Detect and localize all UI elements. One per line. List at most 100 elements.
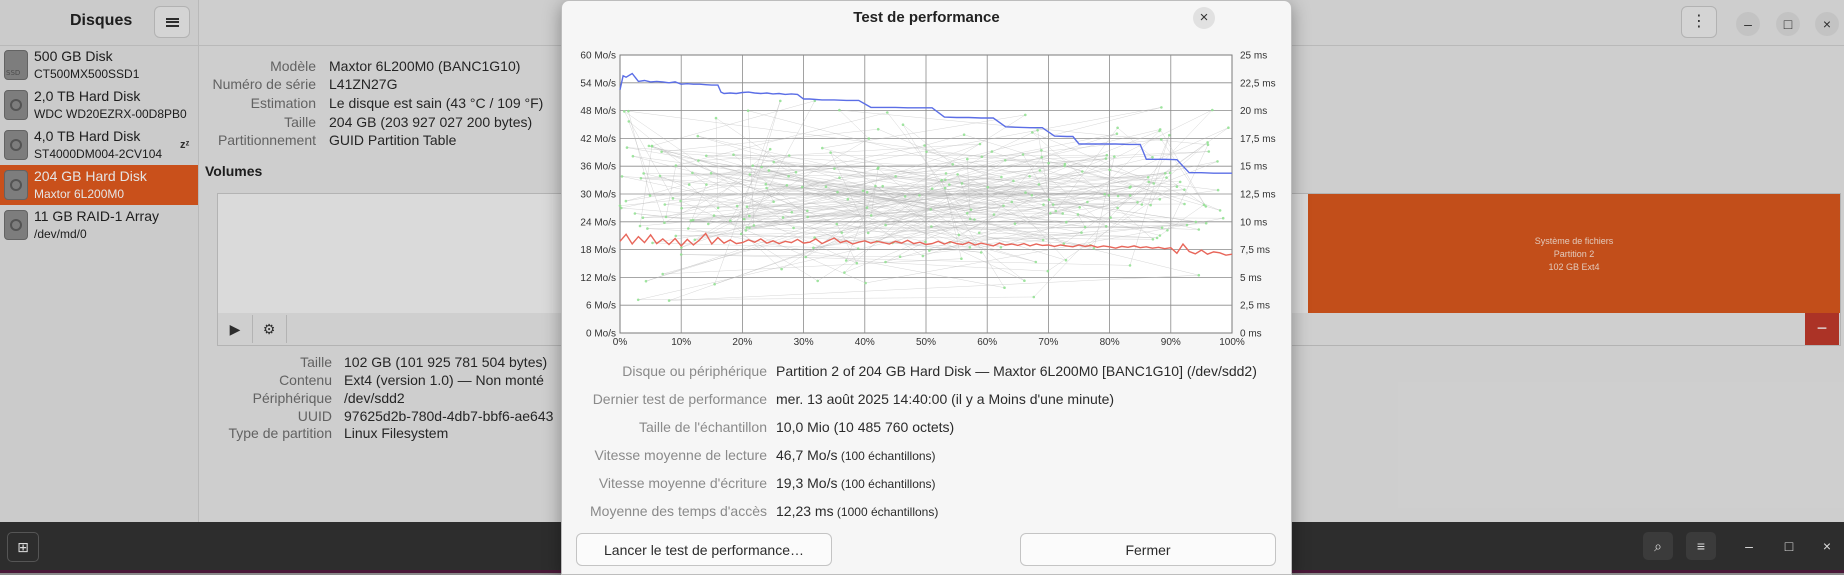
y-left-tick-label: 36 Mo/s xyxy=(580,162,616,173)
raid-icon xyxy=(4,210,28,240)
access-time-point xyxy=(968,246,972,249)
access-time-point xyxy=(864,281,867,285)
access-time-point xyxy=(651,241,654,245)
access-time-point xyxy=(794,170,798,174)
disk-model: Maxtor 6L200M0 xyxy=(34,187,125,201)
search-button[interactable]: ⌕ xyxy=(1643,532,1673,560)
dialog-title: Test de performance xyxy=(853,9,1000,26)
access-time-point xyxy=(748,226,751,229)
disk-model: ST4000DM004-2CV104 xyxy=(34,147,163,161)
dialog-close-button[interactable]: × xyxy=(1193,7,1215,29)
model-label: Modèle xyxy=(270,58,316,74)
access-time-point xyxy=(1065,220,1068,224)
access-time-point xyxy=(986,185,990,189)
access-time-point xyxy=(1010,200,1014,204)
access-time-point xyxy=(745,205,749,208)
minimize-button[interactable]: – xyxy=(1736,12,1760,36)
access-time-point xyxy=(992,213,996,216)
maximize-button[interactable]: □ xyxy=(1776,12,1800,36)
access-time-point xyxy=(855,261,859,265)
gear-icon: ⚙ xyxy=(262,320,276,337)
y-left-tick-label: 30 Mo/s xyxy=(580,190,616,201)
access-time-point xyxy=(806,215,809,219)
kebab-icon: ⋮ xyxy=(1691,13,1707,30)
access-time-point xyxy=(646,227,649,230)
volume-partition-2[interactable]: Système de fichiers Partition 2 102 GB E… xyxy=(1308,194,1840,314)
access-time-point xyxy=(748,173,752,176)
access-time-point xyxy=(1206,141,1209,144)
access-time-point xyxy=(812,246,815,250)
access-time-point xyxy=(840,231,844,234)
y-right-tick-label: 7,5 ms xyxy=(1240,245,1270,256)
avg-read-value: 46,7 Mo/s (100 échantillons) xyxy=(776,447,936,463)
access-time-point xyxy=(618,204,622,207)
close-window-button[interactable]: × xyxy=(1815,12,1839,36)
delete-partition-button[interactable]: − xyxy=(1805,313,1839,345)
access-time-point xyxy=(925,150,928,154)
disk-item-4tb[interactable]: 4,0 TB Hard Disk ST4000DM004-2CV104 zᶻ xyxy=(0,125,198,165)
access-time-point xyxy=(1003,159,1007,162)
access-time-point xyxy=(623,110,626,113)
access-time-point xyxy=(1185,223,1189,227)
main-menu-button[interactable] xyxy=(154,6,190,38)
access-time-point xyxy=(785,184,789,187)
access-time-point xyxy=(772,160,775,164)
access-time-point xyxy=(1051,203,1055,206)
access-time-point xyxy=(638,224,642,228)
close-window-button[interactable]: × xyxy=(1822,538,1832,554)
disk-item-2tb[interactable]: 2,0 TB Hard Disk WDC WD20EZRX-00D8PB0 xyxy=(0,85,198,125)
disk-item-500gb[interactable]: SSD 500 GB Disk CT500MX500SSD1 xyxy=(0,45,198,85)
access-time-point xyxy=(639,177,643,180)
access-time-point xyxy=(1028,175,1031,178)
access-time-point xyxy=(1146,176,1150,179)
minimize-button[interactable]: – xyxy=(1745,538,1753,554)
y-left-tick-label: 60 Mo/s xyxy=(580,51,616,62)
access-time-point xyxy=(1194,220,1198,224)
access-time-point xyxy=(680,246,683,249)
access-time-point xyxy=(780,267,783,271)
device-value: Partition 2 of 204 GB Hard Disk — Maxtor… xyxy=(776,363,1257,379)
disk-item-raid[interactable]: 11 GB RAID-1 Array /dev/md/0 xyxy=(0,205,198,245)
access-time-point xyxy=(1204,221,1208,225)
access-time-point xyxy=(1049,212,1052,215)
access-time-point xyxy=(1164,172,1167,175)
access-time-point xyxy=(1036,128,1039,132)
avg-write-label: Vitesse moyenne d'écriture xyxy=(598,475,767,491)
y-left-tick-label: 12 Mo/s xyxy=(580,273,616,284)
disk-item-204gb[interactable]: 204 GB Hard Disk Maxtor 6L200M0 xyxy=(0,165,198,205)
close-dialog-button[interactable]: Fermer xyxy=(1020,533,1276,566)
last-benchmark-value: mer. 13 août 2025 14:40:00 (il y a Moins… xyxy=(776,391,1114,407)
access-time-point xyxy=(660,150,663,153)
speed-series xyxy=(619,72,1233,256)
axis-ticks: 0% 10% 20% 30% 40% 50% 60% 70% 80% 90% 100% 60 Mo/s… xyxy=(580,51,1275,349)
partition-options-button[interactable]: ⚙ xyxy=(252,315,287,343)
y-right-tick-label: 22,5 ms xyxy=(1240,78,1276,89)
access-time-point xyxy=(705,154,708,158)
access-time-point xyxy=(901,123,905,126)
menu-button[interactable]: ≡ xyxy=(1686,532,1716,560)
new-tab-button[interactable]: ⊞ xyxy=(7,532,39,562)
x-tick-label: 70% xyxy=(1038,337,1058,348)
y-left-tick-label: 18 Mo/s xyxy=(580,245,616,256)
access-time-point xyxy=(748,214,751,218)
standby-icon: zᶻ xyxy=(180,139,190,151)
y-right-tick-label: 2,5 ms xyxy=(1240,301,1270,312)
start-benchmark-button[interactable]: Lancer le test de performance… xyxy=(576,533,832,566)
access-time-point xyxy=(921,254,925,258)
access-time-point xyxy=(1216,160,1219,163)
maximize-button[interactable]: □ xyxy=(1784,538,1794,554)
volumes-title: Volumes xyxy=(205,163,263,179)
access-time-point xyxy=(861,189,865,193)
access-time-point xyxy=(1024,191,1027,194)
access-time-point xyxy=(869,214,873,217)
disk-name: 204 GB Hard Disk xyxy=(34,168,147,184)
access-time-point xyxy=(765,186,768,190)
x-tick-label: 30% xyxy=(794,337,814,348)
access-time-point xyxy=(948,183,951,186)
drive-menu-button[interactable]: ⋮ xyxy=(1681,6,1717,38)
access-time-point xyxy=(768,147,772,151)
access-time-point xyxy=(707,222,710,226)
y-right-tick-label: 0 ms xyxy=(1240,329,1262,340)
mount-button[interactable]: ▶ xyxy=(218,315,253,343)
access-time-point xyxy=(940,178,943,182)
